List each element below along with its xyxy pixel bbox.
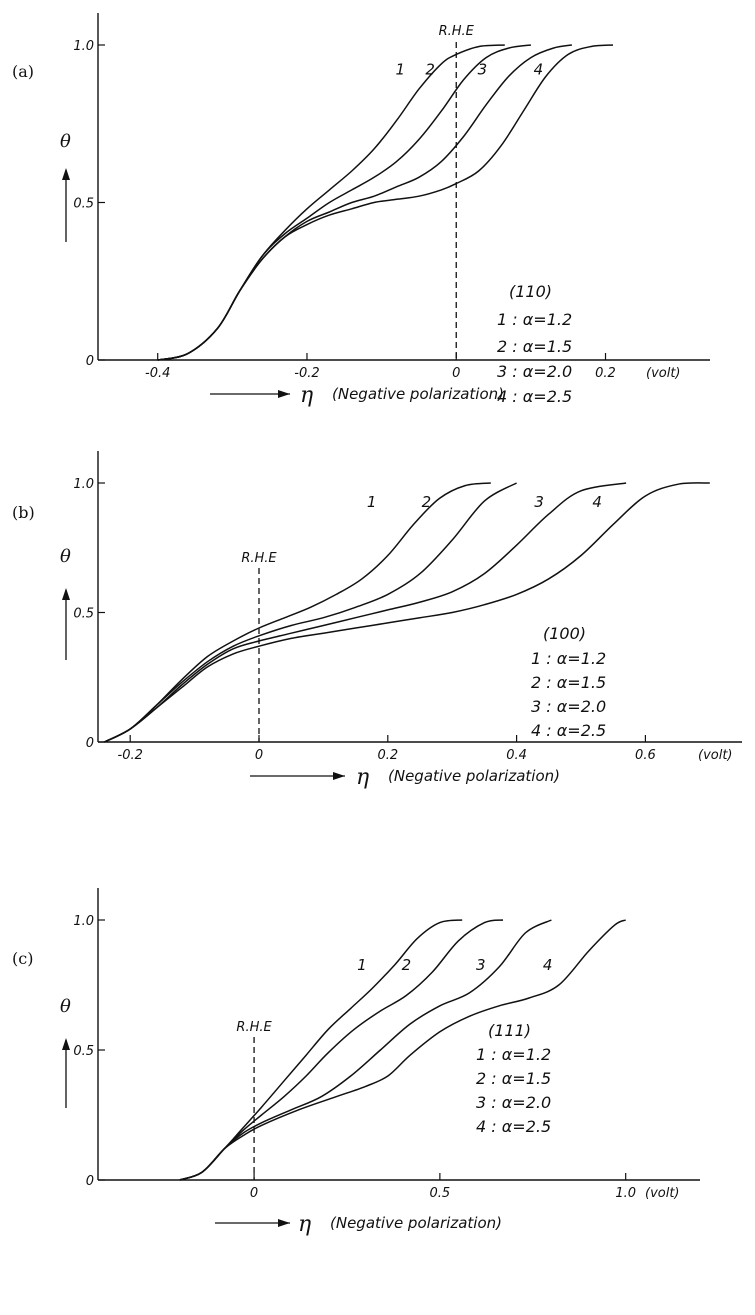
- series-line-1: [157, 44, 505, 361]
- curve-label-2: 2: [422, 493, 432, 511]
- legend-entry: 3 : α=2.0: [476, 1093, 551, 1112]
- curve-label-3: 3: [534, 493, 544, 511]
- curve-label-3: 3: [478, 61, 488, 79]
- panel-label: (b): [12, 503, 35, 522]
- series-line-4: [157, 44, 614, 361]
- curve-label-4: 4: [543, 956, 553, 974]
- curve-label-2: 2: [402, 956, 412, 974]
- y-tick-label: 0.5: [73, 1044, 94, 1059]
- x-axis-label: (Negative polarization): [330, 1214, 502, 1232]
- rhe-label: R.H.E: [236, 1020, 272, 1035]
- curve-label-4: 4: [592, 493, 602, 511]
- y-axis-label: θ: [60, 546, 71, 567]
- x-tick-label: 0.2: [377, 748, 398, 763]
- y-axis-arrowhead: [62, 588, 70, 600]
- y-tick-label: 1.0: [73, 39, 94, 54]
- legend-entry: 2 : α=1.5: [531, 673, 606, 692]
- x-axis-symbol: η: [356, 765, 369, 790]
- legend-entry: 1 : α=1.2: [497, 310, 572, 329]
- legend-entry: 4 : α=2.5: [531, 721, 606, 740]
- y-tick-label: 0.5: [73, 607, 94, 622]
- curve-label-4: 4: [534, 61, 544, 79]
- x-tick-label: 0: [250, 1186, 258, 1201]
- y-tick-label: 1.0: [73, 477, 94, 492]
- x-unit-label: (volt): [645, 1186, 680, 1201]
- x-tick-label: 0: [452, 366, 460, 381]
- rhe-label: R.H.E: [439, 24, 475, 39]
- chart-panel-1: (a) 0 0.5 1.0 -0.4 -0.2 0 0.2 (volt) R.H.E θ η (Nega…: [12, 13, 710, 408]
- x-tick-label: 0.6: [635, 748, 656, 763]
- legend-entry: 4 : α=2.5: [497, 387, 572, 406]
- series-line-2: [179, 919, 504, 1181]
- legend-title: (100): [543, 624, 586, 643]
- x-tick-label: -0.2: [118, 748, 143, 763]
- y-tick-label: 0.5: [73, 197, 94, 212]
- legend-entry: 1 : α=1.2: [476, 1045, 551, 1064]
- legend-entry: 2 : α=1.5: [497, 337, 572, 356]
- x-tick-label: 0.2: [595, 366, 616, 381]
- legend-entry: 1 : α=1.2: [531, 649, 606, 668]
- curve-label-1: 1: [367, 493, 377, 511]
- curve-label-2: 2: [425, 61, 435, 79]
- series-line-4: [179, 919, 627, 1181]
- y-tick-label: 0: [86, 1174, 94, 1189]
- chart-panel-3: (c) 0 0.5 1.0 0 0.5 1.0 (volt) R.H.E θ η (Negative …: [12, 888, 700, 1237]
- y-axis-arrowhead: [62, 1038, 70, 1050]
- x-axis-label: (Negative polarization): [332, 385, 504, 403]
- legend-entry: 3 : α=2.0: [497, 362, 572, 381]
- chart-panel-2: (b) 0 0.5 1.0 -0.2 0 0.2 0.4 0.6 (volt) R.H.E θ η (Ne…: [12, 451, 742, 790]
- x-axis-arrowhead: [333, 772, 345, 780]
- curve-label-1: 1: [357, 956, 367, 974]
- x-axis-arrowhead: [278, 1219, 290, 1227]
- curve-label-1: 1: [395, 61, 405, 79]
- rhe-label: R.H.E: [241, 551, 277, 566]
- legend-entry: 2 : α=1.5: [476, 1069, 551, 1088]
- legend-entry: 3 : α=2.0: [531, 697, 606, 716]
- legend-title: (111): [488, 1021, 531, 1040]
- y-tick-label: 1.0: [73, 914, 94, 929]
- x-axis-label: (Negative polarization): [388, 767, 560, 785]
- x-axis-symbol: η: [300, 383, 313, 408]
- x-unit-label: (volt): [698, 748, 733, 763]
- series-line-2: [104, 482, 517, 743]
- panel-label: (c): [12, 949, 33, 968]
- x-tick-label: 0: [255, 748, 263, 763]
- x-axis-arrowhead: [278, 390, 290, 398]
- x-tick-label: 0.5: [430, 1186, 451, 1201]
- x-tick-label: 1.0: [615, 1186, 636, 1201]
- y-axis-label: θ: [60, 996, 71, 1017]
- series-line-3: [104, 482, 627, 743]
- legend-entry: 4 : α=2.5: [476, 1117, 551, 1136]
- y-axis-arrowhead: [62, 168, 70, 180]
- legend-title: (110): [509, 282, 552, 301]
- series-line-4: [104, 482, 710, 743]
- x-unit-label: (volt): [646, 366, 681, 381]
- y-tick-label: 0: [86, 354, 94, 369]
- x-tick-label: -0.2: [294, 366, 319, 381]
- y-axis-label: θ: [60, 131, 71, 152]
- x-axis-symbol: η: [298, 1212, 311, 1237]
- y-tick-label: 0: [86, 736, 94, 751]
- x-tick-label: -0.4: [145, 366, 170, 381]
- panel-label: (a): [12, 62, 34, 81]
- series-line-1: [179, 919, 463, 1181]
- series-line-2: [157, 44, 531, 361]
- x-tick-label: 0.4: [506, 748, 527, 763]
- curve-label-3: 3: [476, 956, 486, 974]
- series-line-1: [104, 482, 491, 743]
